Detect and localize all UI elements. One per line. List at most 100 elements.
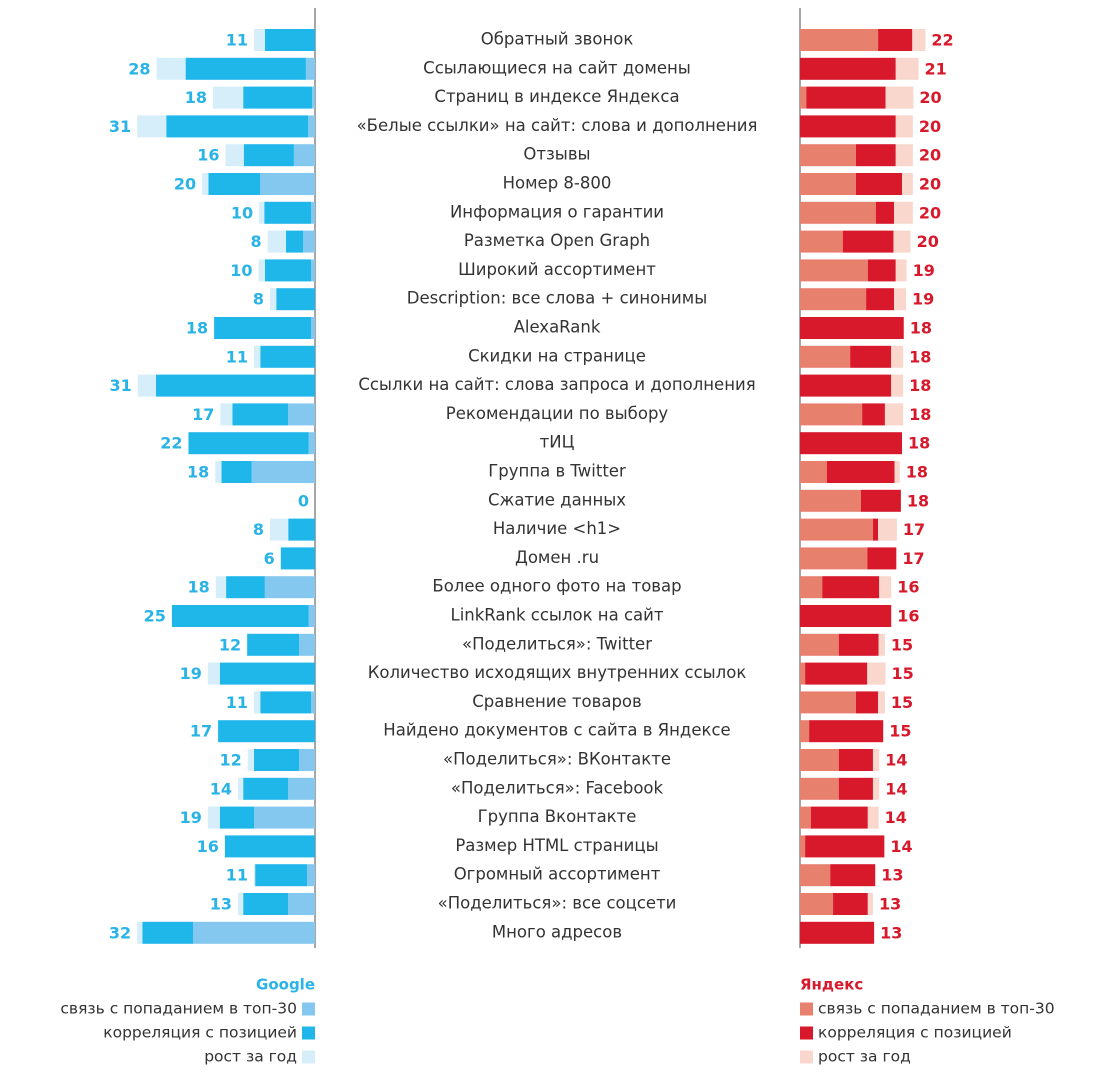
bar-segment [800, 518, 873, 541]
bar-segment [800, 86, 807, 109]
bar-segment [288, 403, 315, 426]
bar-segment [258, 259, 265, 282]
bar-segment [872, 518, 879, 541]
bar-segment [895, 115, 913, 138]
total-label: 20 [919, 117, 941, 136]
legend-title: Google [256, 976, 315, 994]
bar-segment [166, 115, 309, 138]
legend-swatch [800, 1026, 813, 1040]
bar-segment [879, 576, 892, 599]
bar-segment [137, 921, 143, 944]
bar-segment [293, 144, 315, 167]
bar-segment [156, 57, 186, 80]
bar-segment [800, 115, 896, 138]
bar-segment [254, 749, 300, 771]
bar-segment [188, 432, 309, 455]
total-label: 14 [885, 808, 907, 827]
total-label: 20 [919, 175, 941, 194]
bar-segment [893, 230, 911, 253]
bar-segment [800, 547, 868, 570]
bar-segment [902, 173, 913, 195]
bar-segment [805, 835, 885, 858]
bar-segment [238, 777, 244, 800]
bar-segment [800, 259, 868, 282]
bar-segment [895, 144, 913, 167]
total-label: 19 [180, 664, 202, 683]
bar-segment [311, 691, 315, 714]
total-label: 14 [890, 837, 912, 856]
total-label: 6 [264, 549, 275, 568]
bar-segment [219, 806, 255, 829]
total-label: 18 [188, 578, 210, 597]
category-label: Сравнение товаров [472, 692, 642, 711]
total-label: 12 [219, 751, 241, 770]
bar-segment [202, 173, 209, 195]
bar-segment [226, 576, 265, 599]
bar-segment [855, 173, 903, 195]
category-label: Ссылающиеся на сайт домены [423, 58, 691, 77]
category-label: Страниц в индексе Яндекса [434, 87, 679, 106]
total-label: 22 [931, 31, 953, 50]
bar-segment [155, 374, 315, 397]
bar-segment [800, 605, 892, 627]
bar-segment [219, 662, 315, 685]
bar-segment [872, 749, 880, 771]
bar-segment [800, 374, 892, 397]
bar-segment [867, 662, 886, 685]
total-label: 18 [910, 319, 932, 338]
total-label: 14 [885, 751, 907, 770]
total-label: 11 [226, 866, 248, 885]
bar-segment [142, 921, 194, 944]
bar-segment [137, 374, 156, 397]
bar-segment [800, 29, 879, 51]
bar-segment [269, 518, 289, 541]
total-label: 20 [917, 232, 939, 251]
total-label: 12 [219, 635, 241, 654]
total-label: 21 [925, 59, 947, 78]
bar-segment [264, 259, 312, 282]
bar-segment [830, 864, 876, 887]
total-label: 13 [880, 923, 902, 942]
bar-segment [895, 57, 919, 80]
bar-segment [884, 403, 904, 426]
bar-segment [171, 605, 309, 627]
total-label: 8 [253, 290, 264, 309]
bar-segment [260, 173, 315, 195]
bar-segment [878, 633, 885, 656]
category-label: Размер HTML страницы [455, 836, 658, 855]
bar-segment [894, 201, 913, 224]
bar-segment [218, 720, 315, 743]
bar-segment [800, 489, 861, 512]
bar-segment [891, 345, 904, 368]
bar-segment [833, 893, 868, 915]
category-label: Огромный ассортимент [454, 865, 661, 884]
category-label: Домен .ru [515, 548, 599, 567]
bar-segment [866, 288, 895, 311]
legend-swatch [302, 1050, 315, 1064]
bar-segment [215, 576, 227, 599]
total-label: 17 [192, 405, 214, 424]
category-label: Наличие <h1> [493, 519, 621, 538]
category-label: Description: все слова + синонимы [407, 289, 708, 308]
bar-segment [311, 259, 315, 282]
bar-segment [800, 720, 810, 743]
total-label: 16 [897, 578, 919, 597]
bar-segment [247, 633, 300, 656]
total-label: 20 [919, 203, 941, 222]
legend-title: Яндекс [800, 976, 863, 994]
total-label: 15 [891, 635, 913, 654]
legend-label: корреляция с позицией [103, 1024, 297, 1042]
bar-segment [838, 777, 873, 800]
category-label: Обратный звонок [481, 30, 634, 49]
bar-segment [269, 288, 277, 311]
total-label: 10 [230, 261, 252, 280]
bar-segment [251, 461, 315, 483]
category-label: Разметка Open Graph [464, 231, 650, 250]
total-label: 25 [144, 607, 166, 626]
category-label: «Белые ссылки» на сайт: слова и дополнен… [357, 116, 758, 135]
bar-segment [238, 893, 244, 915]
bar-segment [800, 345, 851, 368]
bar-segment [243, 86, 313, 109]
bar-segment [800, 777, 839, 800]
total-label: 13 [881, 866, 903, 885]
